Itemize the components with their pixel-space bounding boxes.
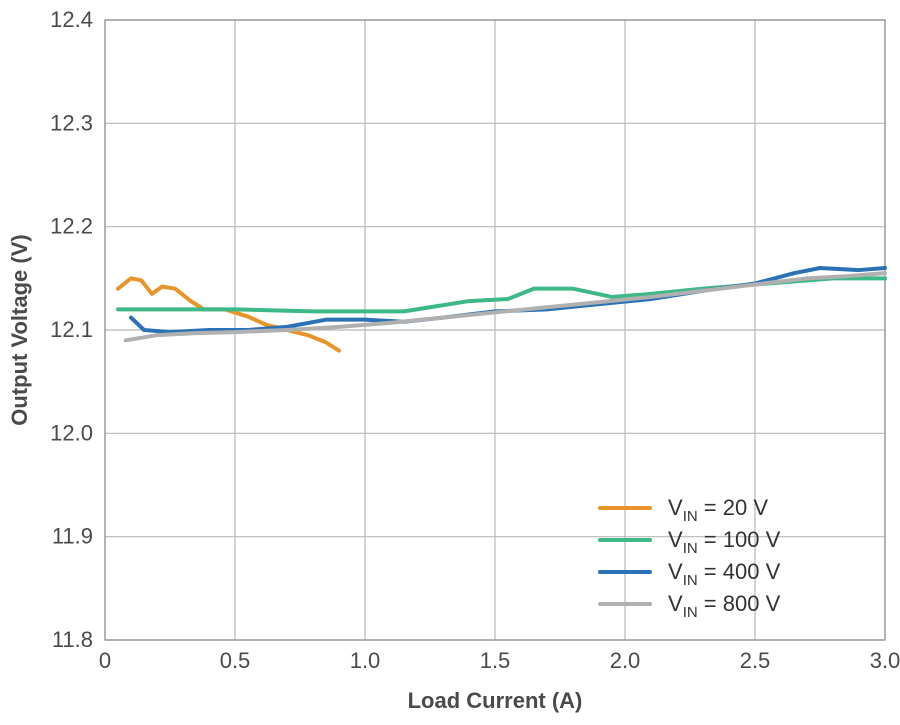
x-tick-label: 3.0 [870,648,900,673]
x-tick-label: 2.0 [610,648,641,673]
output-voltage-chart: 0 0.5 1.0 1.5 2.0 2.5 3.0 11.8 11.9 12.0 12.1 12.2 1… [0,0,900,725]
y-tick-label: 12.1 [50,317,93,342]
chart-background [0,0,900,725]
y-tick-label: 11.9 [52,524,93,549]
x-tick-label: 0 [99,648,111,673]
y-tick-label: 12.2 [50,214,93,239]
chart-svg: 0 0.5 1.0 1.5 2.0 2.5 3.0 11.8 11.9 12.0 12.1 12.2 1… [0,0,900,725]
x-tick-label: 1.5 [480,648,511,673]
x-tick-label: 0.5 [220,648,251,673]
y-tick-label: 11.8 [52,627,93,652]
y-axis-label: Output Voltage (V) [7,234,32,425]
x-tick-label: 1.0 [350,648,381,673]
x-tick-label: 2.5 [740,648,771,673]
y-tick-label: 12.0 [50,420,93,445]
x-axis-label: Load Current (A) [408,688,583,713]
y-tick-label: 12.3 [50,110,93,135]
y-tick-label: 12.4 [50,7,93,32]
